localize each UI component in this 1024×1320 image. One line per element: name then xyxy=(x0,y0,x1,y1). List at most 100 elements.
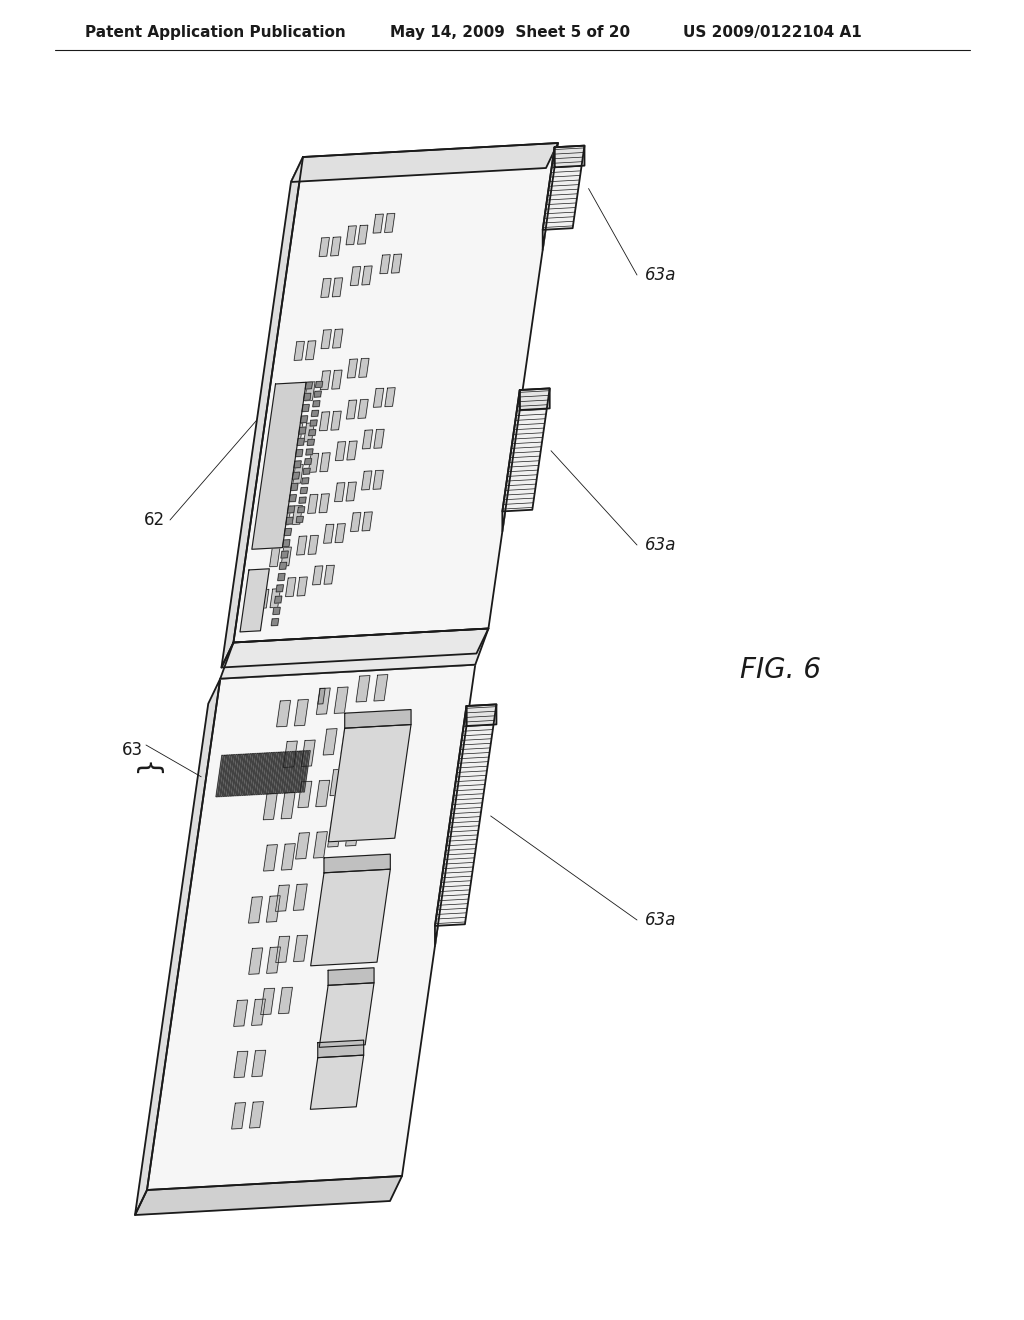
Polygon shape xyxy=(281,506,291,525)
Polygon shape xyxy=(361,471,372,490)
Polygon shape xyxy=(293,383,303,401)
Polygon shape xyxy=(221,755,228,796)
Polygon shape xyxy=(282,792,295,818)
Polygon shape xyxy=(298,751,305,792)
Polygon shape xyxy=(304,422,314,442)
Polygon shape xyxy=(331,411,341,430)
Polygon shape xyxy=(308,453,318,473)
Polygon shape xyxy=(299,498,306,503)
Polygon shape xyxy=(250,1102,263,1129)
Polygon shape xyxy=(259,589,269,609)
Polygon shape xyxy=(312,566,323,585)
Polygon shape xyxy=(316,688,330,714)
Polygon shape xyxy=(294,342,304,360)
Polygon shape xyxy=(305,341,315,360)
Polygon shape xyxy=(249,948,262,974)
Polygon shape xyxy=(373,470,383,490)
Polygon shape xyxy=(328,968,374,985)
Polygon shape xyxy=(286,517,293,524)
Text: Patent Application Publication: Patent Application Publication xyxy=(85,25,346,40)
Polygon shape xyxy=(300,416,307,422)
Polygon shape xyxy=(503,388,550,511)
Polygon shape xyxy=(385,214,395,232)
Polygon shape xyxy=(300,487,307,494)
Polygon shape xyxy=(385,388,395,407)
Polygon shape xyxy=(374,388,384,408)
Polygon shape xyxy=(291,751,298,792)
Polygon shape xyxy=(281,550,289,558)
Polygon shape xyxy=(263,752,270,795)
Polygon shape xyxy=(293,424,303,442)
Polygon shape xyxy=(286,578,296,597)
Polygon shape xyxy=(274,752,282,793)
Polygon shape xyxy=(258,752,265,795)
Polygon shape xyxy=(357,226,368,244)
Text: 63a: 63a xyxy=(645,267,677,284)
Polygon shape xyxy=(230,755,238,796)
Polygon shape xyxy=(265,752,272,795)
Polygon shape xyxy=(520,388,550,411)
Polygon shape xyxy=(345,820,359,846)
Polygon shape xyxy=(348,768,361,795)
Polygon shape xyxy=(303,469,310,474)
Polygon shape xyxy=(324,565,334,585)
Polygon shape xyxy=(310,1055,364,1109)
Polygon shape xyxy=(346,482,356,502)
Polygon shape xyxy=(218,755,225,797)
Polygon shape xyxy=(293,465,303,483)
Polygon shape xyxy=(435,705,497,925)
Polygon shape xyxy=(358,358,369,378)
Polygon shape xyxy=(225,755,232,796)
Polygon shape xyxy=(233,1001,248,1027)
Polygon shape xyxy=(350,512,360,532)
Polygon shape xyxy=(280,752,287,793)
Polygon shape xyxy=(256,754,263,795)
Polygon shape xyxy=(346,400,356,418)
Polygon shape xyxy=(249,754,256,795)
Polygon shape xyxy=(270,752,278,793)
Polygon shape xyxy=(313,832,328,858)
Polygon shape xyxy=(345,710,411,729)
Polygon shape xyxy=(233,1051,248,1077)
Polygon shape xyxy=(278,573,285,581)
Polygon shape xyxy=(289,751,296,793)
Polygon shape xyxy=(287,751,294,793)
Polygon shape xyxy=(319,983,374,1047)
Polygon shape xyxy=(275,884,290,911)
Polygon shape xyxy=(347,359,357,378)
Polygon shape xyxy=(362,512,373,531)
Polygon shape xyxy=(300,751,308,792)
Polygon shape xyxy=(358,400,369,418)
Polygon shape xyxy=(223,755,230,796)
Text: US 2009/0122104 A1: US 2009/0122104 A1 xyxy=(683,25,862,40)
Polygon shape xyxy=(310,420,317,426)
Polygon shape xyxy=(284,751,292,793)
Polygon shape xyxy=(315,780,330,807)
Polygon shape xyxy=(543,148,555,249)
Polygon shape xyxy=(304,458,311,465)
Polygon shape xyxy=(231,1102,246,1129)
Text: FIG. 6: FIG. 6 xyxy=(740,656,821,684)
Polygon shape xyxy=(308,536,318,554)
Polygon shape xyxy=(312,401,319,407)
Polygon shape xyxy=(307,440,314,445)
Polygon shape xyxy=(294,936,307,961)
Text: May 14, 2009  Sheet 5 of 20: May 14, 2009 Sheet 5 of 20 xyxy=(390,25,630,40)
Polygon shape xyxy=(281,546,292,566)
Polygon shape xyxy=(276,701,291,727)
Polygon shape xyxy=(306,449,313,455)
Polygon shape xyxy=(254,754,261,795)
Polygon shape xyxy=(275,936,290,962)
Polygon shape xyxy=(242,754,249,796)
Polygon shape xyxy=(240,754,247,796)
Polygon shape xyxy=(267,752,275,793)
Polygon shape xyxy=(266,946,281,973)
Polygon shape xyxy=(317,688,326,704)
Polygon shape xyxy=(296,516,303,523)
Text: 63a: 63a xyxy=(645,536,677,554)
Polygon shape xyxy=(288,506,295,513)
Polygon shape xyxy=(238,754,245,796)
Polygon shape xyxy=(282,752,289,793)
Polygon shape xyxy=(324,729,337,755)
Polygon shape xyxy=(296,833,309,859)
